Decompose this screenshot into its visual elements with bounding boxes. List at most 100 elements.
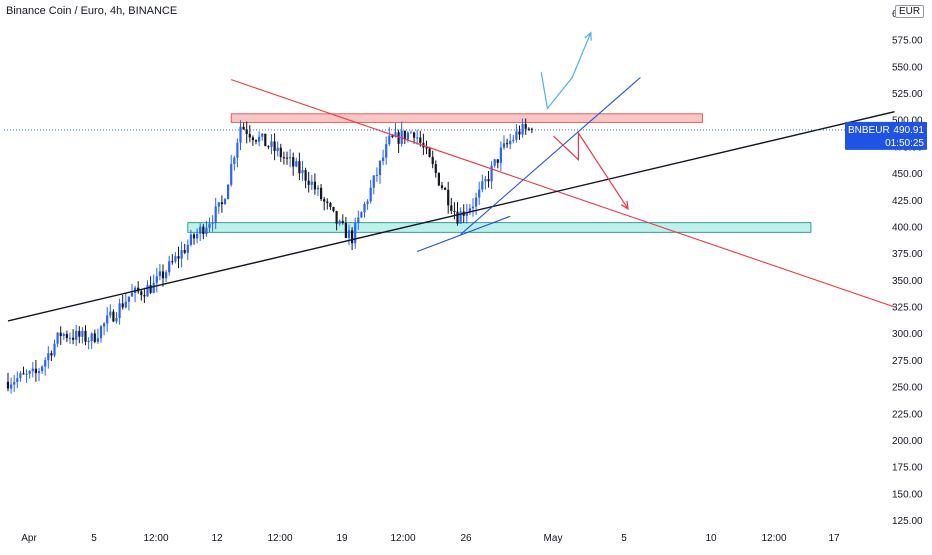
candle-body — [298, 161, 301, 174]
candle-body — [447, 189, 450, 206]
y-tick-label: 225.00 — [892, 409, 923, 420]
candle-body — [512, 139, 515, 141]
candle-body — [10, 384, 13, 389]
price-badge-price: 490.91 — [893, 125, 924, 136]
candle-body — [214, 206, 217, 223]
candle-body — [273, 141, 276, 151]
candle-body — [25, 373, 28, 375]
x-tick-label: 12:00 — [267, 533, 292, 544]
candle-body — [171, 261, 174, 263]
candle-body — [146, 285, 149, 297]
candle-body — [199, 226, 202, 234]
candle-body — [19, 373, 22, 379]
candle-body — [121, 303, 124, 308]
y-tick-label: 450.00 — [892, 169, 923, 180]
candle-body — [351, 230, 354, 244]
support-zone — [187, 222, 812, 233]
candle-body — [478, 189, 481, 198]
candle-body — [465, 212, 468, 216]
candle-body — [496, 159, 499, 163]
candle-body — [13, 382, 16, 385]
currency-badge[interactable]: EUR — [895, 5, 925, 18]
candle-body — [180, 250, 183, 259]
candle-body — [453, 210, 456, 212]
candle-body — [444, 187, 447, 190]
candle-body — [59, 332, 62, 337]
candle-body — [227, 184, 230, 200]
candle-body — [62, 334, 65, 337]
candle-body — [174, 256, 177, 262]
candle-body — [106, 315, 109, 324]
candle-body — [41, 366, 44, 372]
y-tick-label: 550.00 — [892, 62, 923, 73]
bear-arrow-head — [620, 200, 629, 210]
candle-body — [369, 187, 372, 202]
candle-body — [192, 234, 196, 239]
y-tick-label: 500.00 — [892, 116, 923, 127]
candle-body — [22, 373, 25, 375]
candle-body — [332, 206, 335, 212]
x-tick-label: 10 — [705, 533, 717, 544]
y-tick-label: 425.00 — [892, 196, 923, 207]
candle-body — [509, 140, 512, 145]
candle-body — [217, 202, 220, 207]
bull-arrow — [540, 32, 592, 110]
y-tick-label: 250.00 — [892, 383, 923, 394]
candle-body — [99, 326, 103, 339]
candle-body — [264, 133, 267, 147]
candle-body — [65, 334, 68, 339]
candle-body — [416, 137, 419, 139]
candle-body — [282, 157, 285, 159]
candle-body — [189, 234, 192, 245]
candle-body — [56, 332, 59, 344]
candle-body — [276, 147, 279, 151]
candle-body — [267, 146, 270, 148]
candle-body — [50, 353, 53, 356]
candle-body — [521, 124, 524, 135]
candle-body — [289, 157, 292, 159]
candle-body — [484, 179, 487, 182]
candle-body — [347, 230, 351, 239]
candle-body — [344, 222, 347, 239]
candle-body — [251, 137, 254, 141]
candle-body — [165, 272, 168, 279]
candle-body — [400, 130, 403, 144]
candle-body — [127, 296, 130, 302]
candle-body — [168, 261, 171, 273]
candle-body — [428, 148, 431, 157]
candle-body — [335, 211, 338, 224]
candle-body — [130, 292, 134, 297]
candle-body — [270, 141, 273, 147]
candle-body — [366, 201, 369, 204]
candle-body — [143, 295, 146, 297]
candle-body — [37, 371, 41, 374]
candle-body — [527, 128, 530, 130]
candle-body — [425, 147, 428, 149]
candle-body — [313, 181, 316, 190]
candle-body — [481, 181, 484, 190]
x-tick-label: 5 — [621, 533, 627, 544]
candle-body — [47, 353, 50, 361]
candle-body — [493, 159, 496, 166]
price-badge-countdown: 01:50:25 — [885, 138, 924, 149]
candle-body — [44, 360, 47, 367]
candle-body — [6, 381, 10, 389]
candle-body — [413, 132, 416, 138]
candle-body — [155, 276, 158, 283]
current-price-badge — [845, 121, 927, 150]
y-tick-label: 575.00 — [892, 36, 923, 47]
candle-body — [360, 212, 363, 218]
candle-body — [304, 170, 307, 181]
candle-body — [363, 203, 366, 213]
candle-body — [16, 378, 19, 383]
candle-body — [230, 164, 233, 185]
candle-body — [68, 337, 72, 339]
candle-body — [239, 126, 242, 143]
x-tick-label: 26 — [460, 533, 472, 544]
y-tick-label: 175.00 — [892, 463, 923, 474]
candle-body — [378, 161, 382, 175]
candle-body — [118, 303, 121, 319]
candle-body — [254, 140, 258, 142]
